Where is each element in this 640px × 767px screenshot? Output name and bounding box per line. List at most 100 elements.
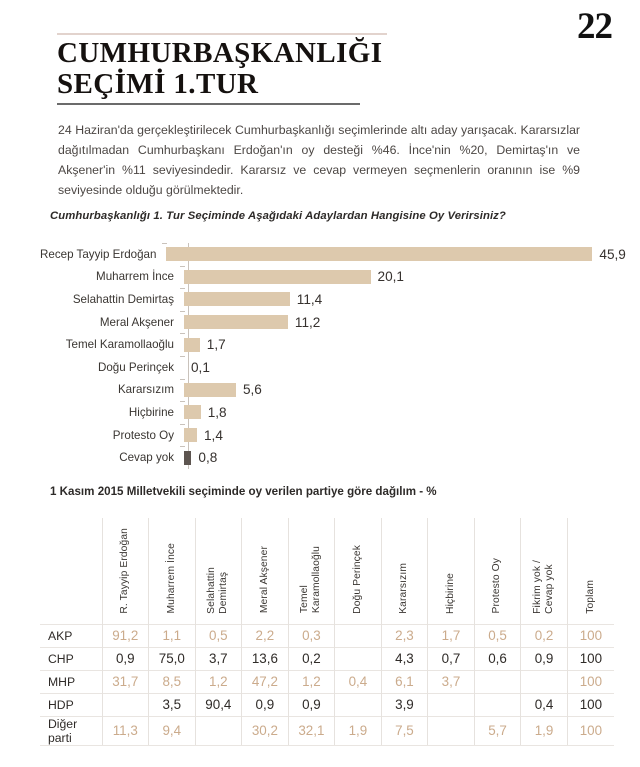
table-cell: 9,4 [148,715,196,746]
table-column-header: Selahattin Demirtaş [194,518,242,624]
chart-bar-value: 0,8 [198,450,218,466]
table-row-header: HDP [40,692,102,716]
chart-bar-value: 1,4 [203,427,223,443]
table-cell [334,692,382,716]
top-divider [57,33,387,35]
table-cell: 100 [566,646,614,670]
table-column-header-label: Fikrim yok / Cevap yok [531,559,556,614]
axis-tick [180,401,185,403]
chart-bar-value: 11,4 [296,291,323,307]
table-cell: 1,7 [427,623,475,647]
table-cell: 3,7 [194,646,242,670]
table-cell [427,692,475,716]
bar-chart: Recep Tayyip Erdoğan 45,9 Muharrem İnce 20,… [40,243,626,469]
chart-row: Hiçbirine 1,8 [40,401,620,424]
table-cell: 100 [566,715,614,746]
table-cell [520,669,568,693]
chart-row: Meral Akşener 11,2 [40,310,620,334]
chart-bar-wrap: 0,1 [180,355,620,379]
table-cell: 6,1 [380,669,428,693]
chart-row-label: Protesto Oy [112,428,174,442]
axis-tick [180,333,185,335]
chart-bar-value: 1,7 [206,337,226,353]
table-cell: 100 [566,692,614,716]
table-column-header-label: Kararsızım [398,562,410,614]
chart-row: Doğu Perinçek 0,1 [40,355,620,379]
chart-bar-wrap: 20,1 [180,265,620,289]
axis-tick [180,378,185,380]
chart-bar [166,247,593,262]
table-cell: 11,3 [101,715,149,746]
table-column-header: Fikrim yok / Cevap yok [520,518,568,624]
table-column-header: R. Tayyip Erdoğan [101,518,149,624]
table-cell: 1,9 [520,715,568,746]
chart-bar-value: 1,8 [207,404,227,420]
table-header-row: R. Tayyip Erdoğan Muharrem İnce Selahattin… [40,518,614,624]
chart-row-label: Muharrem İnce [96,270,174,284]
table-row-header: MHP [40,669,102,693]
table-row-header: AKP [40,623,102,647]
chart-bar [184,428,197,443]
chart-bar [184,450,192,465]
table-column-header: Protesto Oy [473,518,521,624]
table-column-header: Hiçbirine [427,518,475,624]
chart-bar [184,337,200,352]
chart-bar-value: 0,1 [191,359,210,375]
table-cell: 1,1 [148,623,196,647]
table-cell: 3,7 [427,669,475,693]
chart-bar-wrap: 11,2 [180,310,620,334]
table-cell [101,692,149,716]
table-column-header-label: Temel Karamollaoğlu [299,546,323,614]
table-row: MHP 31,7 8,5 1,2 47,2 1,2 0,4 6,1 3,7 100 [40,669,614,693]
table-cell [427,715,475,746]
table-cell: 0,2 [520,623,568,647]
table-cell [194,715,242,746]
table-cell: 100 [566,623,614,647]
table-column-header-label: Toplam [584,579,596,614]
chart-row-label: Recep Tayyip Erdoğan [40,247,157,261]
table-cell: 0,4 [520,692,568,716]
chart-row: Selahattin Demirtaş 11,4 [40,288,620,311]
table-cell: 13,6 [241,646,289,670]
table-cell: 32,1 [287,715,335,746]
table-cell: 4,3 [380,646,428,670]
table-cell: 3,9 [380,692,428,716]
table-body: AKP 91,2 1,1 0,5 2,2 0,3 2,3 1,7 0,5 0,2 100 CHP 0,9… [40,623,614,746]
table-cell: 0,9 [520,646,568,670]
table-column-header-label: Doğu Perinçek [351,544,363,614]
page-number: 22 [577,6,613,47]
table-cell: 2,3 [380,623,428,647]
chart-axis [188,243,189,469]
table-cell: 5,7 [473,715,521,746]
table-cell: 0,6 [473,646,521,670]
table-cell: 75,0 [148,646,196,670]
table-column-header: Temel Karamollaoğlu [287,518,335,624]
table-column-header: Kararsızım [380,518,428,624]
chart-rows: Recep Tayyip Erdoğan 45,9 Muharrem İnce 20,… [40,243,626,469]
chart-row: Kararsızım 5,6 [40,378,620,402]
chart-row-label: Hiçbirine [128,405,174,419]
table-column-header-label: R. Tayyip Erdoğan [119,527,131,614]
table-cell [473,692,521,716]
chart-title: Cumhurbaşkanlığı 1. Tur Seçiminde Aşağıd… [50,210,506,222]
table-cell: 2,2 [241,623,289,647]
page-title: CUMHURBAŞKANLIĞI SEÇİMİ 1.TUR [57,37,383,101]
table-row: AKP 91,2 1,1 0,5 2,2 0,3 2,3 1,7 0,5 0,2 100 [40,623,614,647]
chart-bar-wrap: 1,8 [180,401,620,424]
chart-row-label: Kararsızım [117,383,174,397]
table-column-header: Meral Akşener [241,518,289,624]
table-cell: 1,2 [194,669,242,693]
table-cell: 90,4 [194,692,242,716]
axis-tick [180,288,185,290]
table-cell: 0,2 [287,646,335,670]
table-cell [334,623,382,647]
chart-row-label: Selahattin Demirtaş [72,292,174,306]
table-cell: 31,7 [101,669,149,693]
table-row-header: CHP [40,646,102,670]
table-cell: 7,5 [380,715,428,746]
table-cell: 0,4 [334,669,382,693]
chart-row: Protesto Oy 1,4 [40,423,620,447]
chart-row-label: Temel Karamollaoğlu [65,338,174,352]
chart-bar-wrap: 1,4 [180,423,620,447]
